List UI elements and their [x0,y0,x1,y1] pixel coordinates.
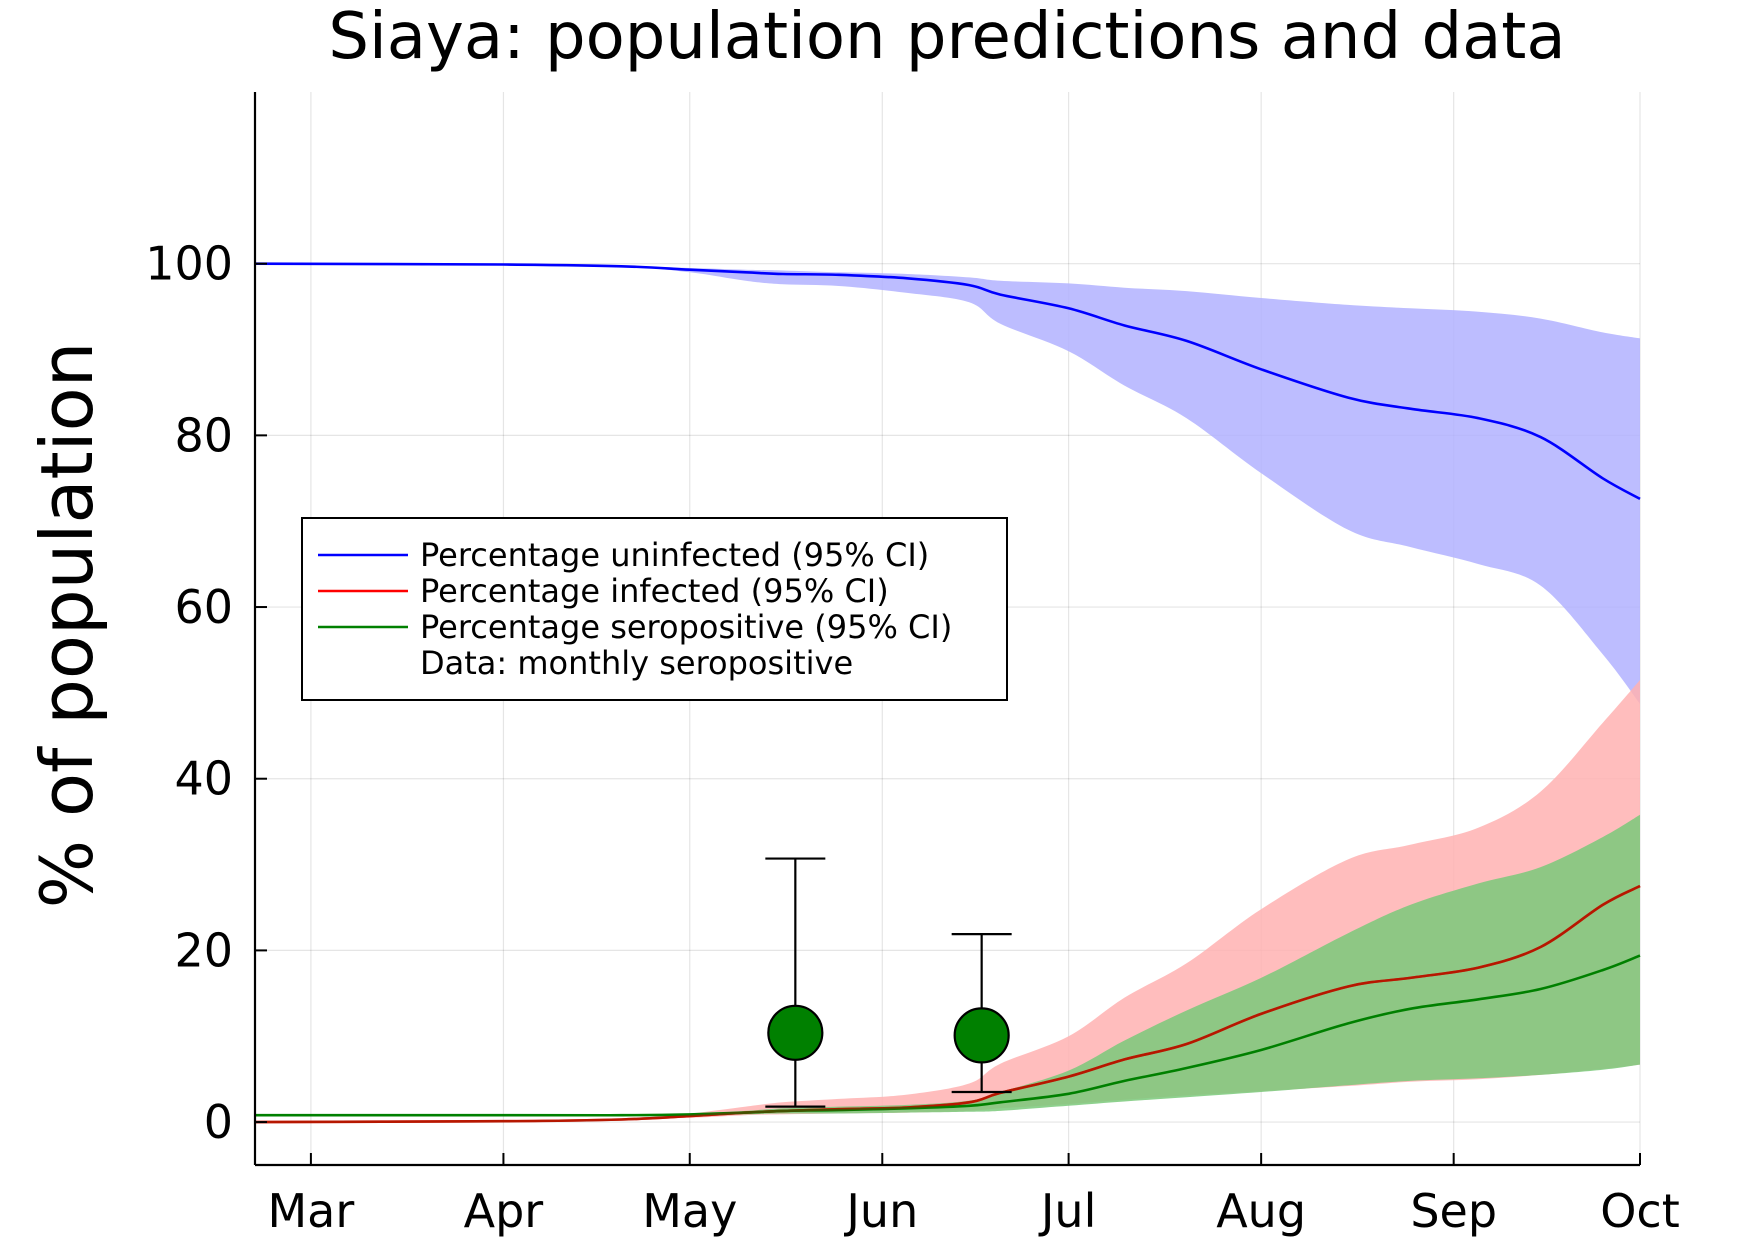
tick-labels: Mar Apr May Jun Jul Aug Sep Oct 0 20 40 60 80 100 [145,237,1680,1238]
series-lines [254,262,1641,1124]
y-tick-label-60: 60 [174,580,233,634]
legend-label-1: Percentage uninfected (95% CI) [420,536,929,574]
series-line-3 [255,954,1641,1117]
y-tick-label-80: 80 [174,408,233,462]
data-points [765,857,1012,1108]
x-tick-label-jul: Jul [1038,1184,1097,1238]
band-1 [255,263,1640,704]
data-point-2 [953,1007,1010,1064]
legend-label-4: Data: monthly seropositive [420,644,853,682]
y-tick-label-100: 100 [145,237,233,291]
legend-label-2: Percentage infected (95% CI) [420,572,889,610]
legend: Percentage uninfected (95% CI)Percentage… [301,517,1008,701]
legend-box [301,517,1008,701]
y-axis-label: % of population [25,342,109,909]
data-point-1 [767,1004,824,1061]
x-tick-label-sep: Sep [1410,1184,1497,1238]
legend-label-3: Percentage seropositive (95% CI) [420,608,952,646]
series-line-1 [254,262,1641,501]
y-tick-label-0: 0 [204,1095,233,1149]
x-tick-label-mar: Mar [267,1184,354,1238]
axes [253,92,1641,1167]
x-tick-label-apr: Apr [464,1184,544,1238]
series-line-2-overlay [254,884,1641,1124]
x-tick-label-aug: Aug [1216,1184,1306,1238]
y-tick-label-40: 40 [174,752,233,806]
x-tick-label-oct: Oct [1600,1184,1680,1238]
x-tick-label-may: May [642,1184,737,1238]
y-tick-label-20: 20 [174,923,233,977]
x-tick-label-jun: Jun [843,1184,918,1238]
chart-title: Siaya: population predictions and data [328,0,1565,74]
